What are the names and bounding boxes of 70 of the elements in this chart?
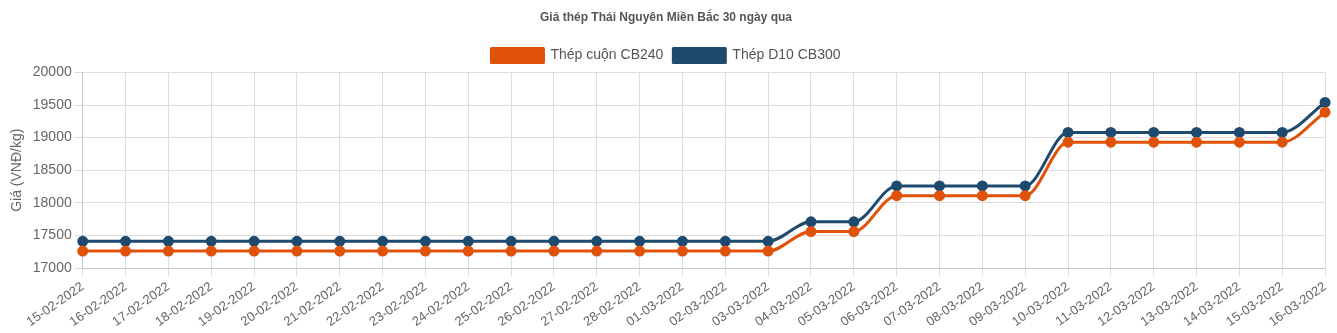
point	[762, 235, 774, 247]
point	[719, 245, 731, 257]
point	[1105, 136, 1117, 148]
point	[334, 235, 346, 247]
y-tick-label: 17500	[32, 226, 72, 243]
point	[976, 180, 988, 192]
point	[676, 235, 688, 247]
y-tick-label: 17000	[32, 258, 72, 275]
point	[419, 245, 431, 257]
point	[1148, 126, 1160, 138]
point	[676, 245, 688, 257]
point	[891, 180, 903, 192]
point	[976, 190, 988, 202]
point	[1062, 136, 1074, 148]
point	[805, 226, 817, 238]
point	[334, 245, 346, 257]
point	[1148, 136, 1160, 148]
point	[419, 235, 431, 247]
point	[1019, 180, 1031, 192]
point	[1319, 96, 1331, 108]
y-tick-label: 19500	[32, 95, 72, 112]
legend-label: Thép D10 CB300	[732, 46, 841, 63]
point	[1191, 136, 1203, 148]
point	[634, 235, 646, 247]
point	[1062, 126, 1074, 138]
point	[120, 235, 132, 247]
point	[762, 245, 774, 257]
point	[848, 216, 860, 228]
point	[462, 245, 474, 257]
point	[462, 235, 474, 247]
point	[1319, 106, 1331, 118]
point	[77, 245, 89, 257]
point	[1191, 126, 1203, 138]
point	[1233, 136, 1245, 148]
point	[891, 190, 903, 202]
point	[1233, 126, 1245, 138]
point	[548, 235, 560, 247]
point	[719, 235, 731, 247]
point	[505, 245, 517, 257]
point	[377, 235, 389, 247]
point	[591, 245, 603, 257]
y-axis-title: Giá (VNĐ/kg)	[8, 128, 25, 212]
point	[1105, 126, 1117, 138]
point	[248, 235, 260, 247]
point	[934, 180, 945, 192]
point	[248, 245, 260, 257]
point	[291, 245, 303, 257]
point	[634, 245, 646, 257]
y-tick-label: 19000	[32, 128, 72, 145]
legend-label: Thép cuộn CB240	[550, 46, 664, 63]
point	[377, 245, 389, 257]
point	[548, 245, 560, 257]
point	[1019, 190, 1031, 202]
point	[205, 235, 217, 247]
point	[805, 216, 817, 228]
point	[934, 190, 945, 202]
point	[505, 235, 517, 247]
chart-title: Giá thép Thái Nguyên Miền Bắc 30 ngày qua	[539, 8, 793, 24]
point	[162, 235, 174, 247]
point	[120, 245, 132, 257]
point	[162, 245, 174, 257]
point	[848, 226, 860, 238]
y-tick-label: 20000	[32, 63, 72, 80]
y-tick-label: 18000	[32, 193, 72, 210]
point	[591, 235, 603, 247]
y-tick-label: 18500	[32, 161, 72, 178]
point	[1276, 126, 1288, 138]
point	[291, 235, 303, 247]
point	[1276, 136, 1288, 148]
point	[205, 245, 217, 257]
